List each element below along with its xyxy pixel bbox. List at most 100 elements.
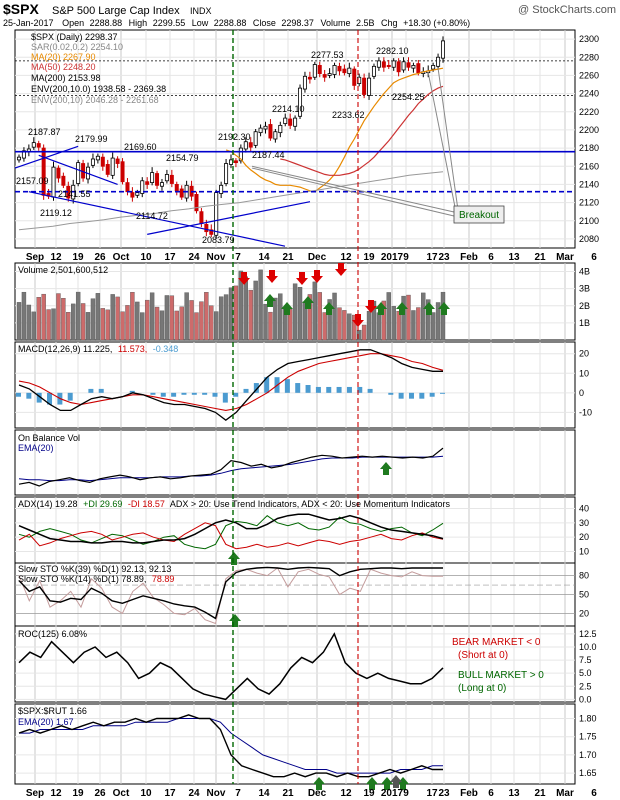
breakout-pointer-4	[251, 167, 455, 217]
price-y-tick: 2080	[579, 234, 599, 244]
x-tick-label-top: 14	[258, 252, 270, 263]
macd-legend-c: -0.348	[153, 344, 179, 354]
volume-panel	[15, 269, 575, 341]
volume-bar	[61, 298, 66, 341]
breakout-callout: Breakout	[453, 205, 505, 224]
volume-down-arrow	[266, 270, 278, 283]
x-tick-label-bottom: 17	[426, 788, 438, 799]
candle-body	[61, 175, 66, 186]
volume-bar	[26, 304, 32, 341]
volume-bar	[85, 312, 91, 341]
x-tick-label-bottom: 12	[50, 788, 62, 799]
volume-bar	[149, 292, 155, 341]
x-tick-label-top: 12	[340, 252, 352, 263]
candle-body	[307, 76, 312, 80]
volume-bar	[406, 294, 411, 341]
volume-bar	[199, 301, 204, 341]
candle-body	[332, 65, 337, 75]
annotation-2114: 2114.72	[136, 211, 168, 221]
volume-bar	[223, 294, 229, 341]
annotation-2169: 2169.60	[124, 142, 157, 152]
macd-histogram-bar	[171, 392, 177, 397]
candle-body	[41, 147, 46, 196]
candle-body	[386, 65, 391, 68]
candle-body	[199, 211, 204, 224]
candle-body	[396, 61, 401, 73]
ma200-line	[18, 171, 444, 231]
candle-body	[283, 117, 288, 124]
volume-bar	[327, 299, 332, 341]
x-tick-label-bottom: 10	[140, 788, 152, 799]
volume-bar	[214, 311, 219, 341]
adx-legend-b: +DI 29.69	[83, 499, 122, 509]
volume-bar	[411, 310, 416, 341]
volume-bar	[105, 309, 110, 341]
candle-body	[233, 160, 238, 164]
macd-histogram-bar	[440, 392, 445, 394]
sto-y-tick: 80	[579, 571, 589, 581]
macd-histogram-bar	[408, 392, 414, 399]
ratio-line	[18, 714, 443, 778]
volume-bar	[416, 307, 421, 341]
volume-bar	[342, 310, 347, 341]
macd-histogram-bar	[47, 392, 53, 405]
candle-body	[56, 167, 61, 179]
candle-body	[347, 67, 352, 75]
volume-label: Volume	[320, 18, 350, 28]
x-tick-label-top: 12	[50, 252, 62, 263]
roc-line	[18, 632, 444, 701]
macd-y-tick: 0	[579, 388, 584, 398]
x-tick-label-bottom: 6	[591, 788, 597, 799]
candle-body	[248, 142, 253, 148]
sto-legend-14: Slow STO %K(14) %D(1) 78.89, 78.89	[18, 574, 174, 584]
volume-bar	[66, 312, 71, 341]
volume-up-arrow	[302, 296, 314, 309]
x-tick-label-top: Mar	[556, 252, 574, 263]
candle-body	[209, 229, 214, 235]
volume-bar	[110, 294, 115, 341]
volume-value: 2.5B	[356, 18, 375, 28]
roc-legend: ROC(125) 6.08%	[18, 629, 87, 639]
volume-bar	[435, 302, 441, 341]
candle-body	[337, 65, 342, 72]
volume-bar	[366, 311, 372, 341]
obv-line	[18, 447, 444, 487]
x-tick-label-top: Sep	[26, 252, 44, 263]
bull-long-label: (Long at 0)	[458, 683, 506, 694]
macd-histogram-bar	[181, 392, 187, 395]
trendline-d	[147, 201, 311, 235]
price-y-tick: 2180	[579, 143, 599, 153]
macd-line	[18, 349, 443, 422]
symbol-label: $SPX	[3, 1, 39, 17]
candle-body	[224, 163, 229, 184]
volume-y-tick: 1B	[579, 318, 590, 328]
volume-bar	[100, 308, 106, 341]
volume-bar	[90, 298, 96, 341]
x-tick-label-top: 10	[140, 252, 152, 263]
price-annotations: 2187.87 2179.99 2169.60 2157.09 2141.55 …	[16, 46, 425, 245]
volume-bar	[115, 296, 120, 341]
candle-body	[381, 61, 386, 68]
x-tick-label-bottom: 21	[534, 788, 546, 799]
legend-sar: SAR(0.02,0.2) 2254.10	[31, 42, 123, 52]
price-y-tick: 2220	[579, 107, 599, 117]
volume-bar	[332, 292, 337, 341]
x-axis-labels-bottom: Sep 12 19 26 Oct 10 17 24 Nov 7 14 21 Dec 12 19 2017 9 17…	[26, 788, 597, 799]
volume-up-arrow	[281, 302, 293, 315]
volume-bar	[80, 303, 86, 341]
candle-body	[322, 74, 327, 78]
x-tick-label-top: 6	[591, 252, 597, 263]
x-tick-label-top: 17	[426, 252, 438, 263]
macd-histogram-bar	[129, 390, 135, 393]
annotation-2214: 2214.10	[272, 104, 305, 114]
macd-histogram-bar	[202, 392, 208, 395]
ratio-y-tick: 1.75	[579, 732, 597, 742]
candle-body	[145, 181, 150, 185]
x-tick-label-top: 19	[72, 252, 84, 263]
volume-bar	[248, 289, 253, 341]
legend-ma200: MA(200) 2153.98	[31, 73, 101, 83]
x-tick-label-bottom: Oct	[113, 788, 130, 799]
macd-histogram-bar	[150, 392, 156, 395]
